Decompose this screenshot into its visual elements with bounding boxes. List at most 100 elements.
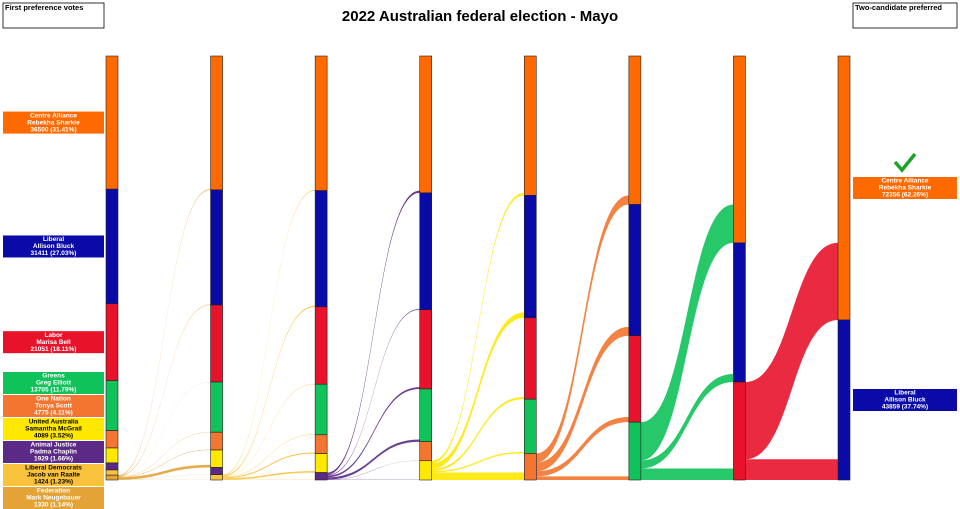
vote-bar — [733, 381, 746, 481]
preference-flow — [118, 189, 211, 476]
winner-check — [893, 152, 917, 173]
vote-bar — [628, 335, 642, 423]
vote-bar — [105, 447, 119, 464]
preference-flow — [222, 452, 316, 479]
preference-flow — [745, 242, 838, 460]
vote-bar — [419, 192, 433, 311]
candidate-label: Allison Bluck — [884, 397, 926, 404]
right-header: Two-candidate preferred — [855, 3, 942, 12]
preference-flow — [222, 434, 316, 478]
candidate-label-box — [3, 464, 104, 486]
preference-flow — [431, 472, 525, 480]
candidate-label-box — [3, 395, 104, 417]
candidate-label: 1424 (1.23%) — [34, 479, 73, 486]
candidate-label: Federation — [37, 488, 70, 495]
preference-flow — [327, 439, 420, 480]
preference-flow — [222, 189, 316, 476]
candidate-label: 21051 (18.11%) — [31, 346, 77, 353]
vote-bar — [210, 449, 223, 468]
preference-flow — [118, 474, 211, 480]
candidate-label: Greens — [42, 373, 65, 380]
preference-flow — [640, 204, 734, 461]
preference-flow — [327, 460, 420, 480]
preference-flow — [327, 387, 420, 478]
vote-bar — [523, 453, 537, 481]
candidate-label: Tonya Scott — [35, 403, 73, 410]
preference-flow — [327, 309, 420, 476]
candidate-label: Liberal Democrats — [25, 465, 82, 472]
vote-bar — [419, 309, 433, 390]
candidate-label: Liberal — [894, 390, 916, 397]
vote-bar — [210, 431, 223, 451]
candidate-label: 1330 (1.14%) — [34, 502, 73, 509]
vote-bar — [523, 317, 537, 400]
vote-bar — [419, 441, 433, 462]
vote-bar — [105, 430, 119, 449]
chart-title: 2022 Australian federal election - Mayo — [342, 8, 618, 25]
candidate-label: Animal Justice — [31, 442, 77, 449]
vote-bar — [733, 242, 746, 383]
preference-flow — [118, 449, 211, 478]
preference-flow — [222, 471, 316, 480]
preference-flow — [222, 305, 316, 477]
vote-bar — [105, 55, 119, 190]
candidate-label: Allison Bluck — [33, 243, 75, 250]
preference-flow — [431, 192, 525, 464]
candidate-label-box — [3, 331, 104, 354]
vote-bar — [210, 474, 223, 481]
vote-bar — [105, 462, 119, 471]
vote-bar — [314, 383, 328, 436]
vote-bar — [628, 55, 642, 205]
vote-bar — [105, 303, 119, 381]
vote-bar — [105, 188, 119, 305]
vote-bar — [837, 55, 851, 321]
candidate-label: Rebekha Sharkie — [879, 185, 932, 192]
vote-bar — [733, 55, 746, 244]
candidate-label: Centre Alliance — [30, 112, 77, 119]
candidate-label: 36500 (31.41%) — [30, 126, 76, 133]
candidate-label: Marisa Bell — [36, 339, 71, 346]
vote-bar — [314, 190, 328, 308]
candidate-label-box — [3, 418, 104, 440]
vote-bar — [105, 380, 119, 431]
vote-bar — [210, 467, 223, 475]
preference-flow — [536, 476, 629, 480]
candidate-label-box — [3, 441, 104, 463]
preference-flow — [536, 417, 629, 477]
candidate-label-box — [3, 235, 104, 258]
vote-bar — [837, 319, 851, 481]
vote-bar — [210, 304, 223, 383]
preference-flow — [431, 312, 525, 469]
candidate-label-box — [3, 111, 104, 134]
preference-flow — [745, 459, 838, 481]
candidate-label: 13705 (11.79%) — [31, 387, 77, 394]
preference-flow — [536, 195, 629, 463]
left-header: First preference votes — [5, 3, 83, 12]
vote-bar — [314, 472, 328, 481]
preference-flow — [536, 326, 629, 472]
candidate-label: Centre Alliance — [881, 178, 928, 185]
vote-bar — [628, 204, 642, 336]
candidate-label: Jacob van Raalte — [27, 472, 80, 479]
vote-bar — [419, 388, 433, 443]
vote-bar — [105, 469, 119, 476]
vote-bar — [210, 189, 223, 306]
preference-flow — [118, 381, 211, 477]
preference-flow — [118, 432, 211, 477]
candidate-label: 1929 (1.66%) — [34, 456, 73, 463]
header-box — [852, 2, 958, 29]
candidate-label: 31411 (27.03%) — [31, 250, 77, 257]
candidate-label: 43859 (37.74%) — [882, 404, 928, 411]
candidate-label-box — [3, 487, 104, 509]
candidate-label: Greg Elliott — [36, 380, 72, 387]
vote-bar — [314, 453, 328, 473]
preference-flow — [118, 304, 211, 477]
preference-flow — [118, 464, 211, 480]
preference-flow — [640, 374, 734, 469]
candidate-label: Liberal — [43, 236, 65, 243]
vote-bar — [523, 398, 537, 454]
candidate-label-box — [853, 176, 957, 199]
preference-flow — [222, 383, 316, 477]
vote-bar — [628, 421, 642, 481]
